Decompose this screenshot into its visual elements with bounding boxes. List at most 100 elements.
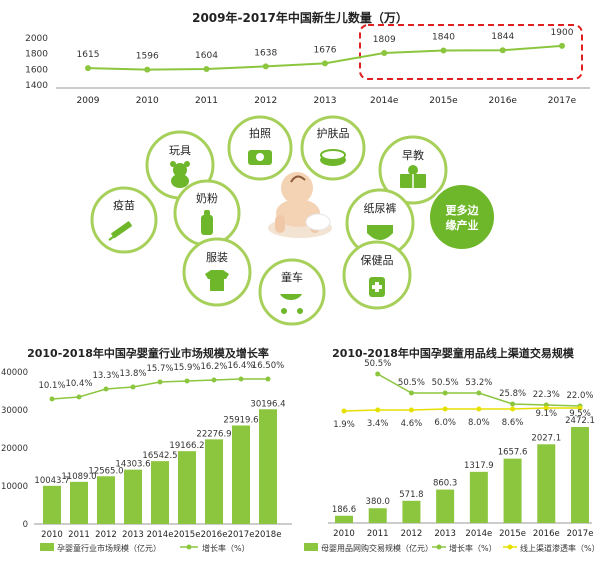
camera-icon — [248, 150, 272, 165]
newborn-data-label: 1676 — [314, 45, 337, 55]
online-growth-point — [442, 390, 448, 396]
diagram-item-9: 服装 — [182, 237, 252, 307]
online-growth-point — [476, 390, 482, 396]
market-x-label: 2010 — [41, 530, 63, 540]
penetration-point — [543, 405, 549, 411]
newborn-y-tick: 2000 — [25, 34, 48, 44]
penetration-point — [375, 407, 381, 413]
online-bar-label: 380.0 — [366, 497, 390, 507]
legend-growth-label: 增长率（%） — [202, 543, 250, 553]
online-chart-title: 2010-2018年中国孕婴童用品线上渠道交易规模 — [332, 346, 575, 360]
diagram-item-4: 早教 — [378, 135, 448, 205]
penetration-label: 3.4% — [367, 419, 389, 429]
online-x-label: 2017e — [567, 529, 594, 539]
penetration-point — [510, 406, 516, 412]
online-bar — [571, 427, 589, 523]
item-label: 纸尿裤 — [364, 201, 397, 215]
legend-penetration-label: 线上渠道渗透率（%） — [520, 543, 600, 553]
forecast-highlight-box — [359, 24, 583, 80]
online-lines: 50.5% 50.5% 50.5% 53.2% 25.8% 22.3% 22.0% 1.9% 3… — [333, 359, 593, 430]
diaper-icon — [367, 225, 393, 240]
newborn-point — [440, 47, 447, 54]
newborn-data-label: 1638 — [254, 48, 277, 58]
growth-point — [184, 378, 190, 384]
stroller-icon — [280, 294, 303, 314]
online-growth-label: 25.8% — [499, 389, 526, 399]
growth-point — [130, 384, 136, 390]
cream-icon — [320, 149, 346, 166]
market-y-tick: 10000 — [1, 482, 28, 492]
market-x-label: 2012 — [95, 530, 117, 540]
legend-swatch-online — [304, 543, 318, 551]
newborn-x-label: 2012 — [254, 96, 277, 106]
newborn-point — [144, 66, 151, 73]
item-label: 拍照 — [249, 126, 271, 140]
online-x-label: 2015e — [499, 529, 526, 539]
book-icon — [400, 165, 426, 188]
item-circle — [300, 115, 366, 181]
newborn-x-label: 2017e — [548, 96, 577, 106]
newborn-y-tick: 1400 — [25, 81, 48, 91]
market-bar — [43, 485, 61, 524]
growth-data-label: 10.4% — [65, 379, 92, 389]
bottle-icon — [201, 210, 213, 235]
newborn-x-label: 2016e — [489, 96, 518, 106]
market-growth-line: 10.1% 10.4%13.3% 13.8% 15.7% 15.9% 16.2% 16.4%… — [38, 361, 284, 402]
legend-online-label: 母婴用品网购交易规模（亿元） — [321, 543, 433, 553]
online-growth-label: 50.5% — [364, 359, 391, 369]
item-circle — [90, 186, 158, 254]
growth-point — [157, 379, 163, 385]
penetration-label: 1.9% — [333, 420, 355, 430]
market-legend: 孕婴童行业市场规模（亿元） 增长率（%） — [40, 543, 250, 553]
growth-point — [211, 377, 217, 383]
highlight-label-line: 缘产业 — [446, 218, 479, 232]
syringe-icon — [108, 221, 132, 241]
newborn-data-label: 1840 — [432, 33, 455, 43]
newborn-point — [499, 47, 506, 54]
online-bar — [368, 508, 387, 523]
online-x-label: 2011 — [367, 529, 389, 539]
online-bar — [436, 489, 455, 523]
diagram-item-1: 拍照 — [227, 115, 293, 181]
online-growth-point — [510, 401, 516, 407]
online-growth-point — [408, 390, 414, 396]
growth-data-label: 16.2% — [200, 362, 227, 372]
market-bar-label: 16542.5 — [142, 451, 177, 461]
newborn-x-label: 2011 — [195, 96, 218, 106]
market-y-ticks: 0 10000 20000 30000 40000 — [1, 368, 28, 530]
newborn-data-label: 1604 — [195, 51, 218, 61]
market-y-tick: 30000 — [1, 406, 28, 416]
newborn-point — [85, 65, 91, 72]
legend-market-label: 孕婴童行业市场规模（亿元） — [57, 543, 161, 553]
baby-image — [268, 172, 332, 238]
health-icon — [369, 277, 385, 297]
penetration-point — [341, 408, 347, 414]
penetration-label: 8.6% — [502, 418, 524, 428]
item-label: 童车 — [281, 270, 303, 284]
online-growth-label: 22.0% — [566, 391, 593, 401]
market-bar-label: 10043.7 — [34, 476, 69, 486]
online-growth-point — [375, 371, 381, 377]
market-y-tick: 20000 — [1, 444, 28, 454]
market-x-label: 2013 — [122, 530, 144, 540]
item-label: 服装 — [206, 251, 228, 264]
newborn-data-label: 1809 — [373, 35, 396, 45]
penetration-label: 9.5% — [569, 409, 591, 419]
online-bar — [469, 471, 488, 523]
legend-swatch-market — [40, 543, 54, 551]
legend-penetration-marker — [507, 544, 513, 550]
online-bar-label: 1657.6 — [498, 448, 528, 458]
penetration-line — [343, 407, 580, 412]
newborn-series: 1615 1596 1604 1638 1676 1809 1840 1844 1900 — [77, 28, 574, 73]
growth-point — [49, 396, 55, 402]
online-legend: 母婴用品网购交易规模（亿元） 增长率（%） 线上渠道渗透率（%） — [304, 543, 600, 553]
newborn-point — [381, 49, 388, 56]
market-x-label: 2014e — [147, 530, 174, 540]
newborn-y-tick: 1600 — [25, 65, 48, 75]
growth-point — [238, 376, 244, 382]
newborn-point — [203, 66, 210, 73]
newborn-data-label: 1844 — [491, 32, 514, 42]
growth-data-label: 16.50% — [252, 361, 284, 371]
